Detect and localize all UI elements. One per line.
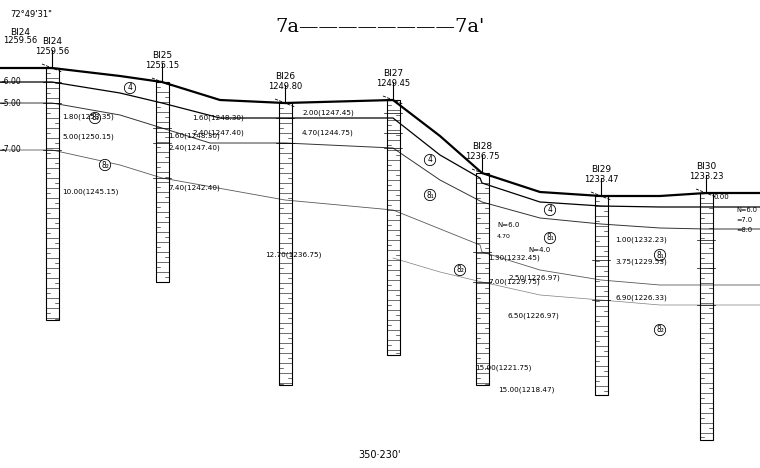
Text: =7.0: =7.0 [736,217,752,223]
Bar [476,173,489,385]
Bar [46,68,59,320]
Text: N=6.0: N=6.0 [497,222,519,228]
Text: 3.75(1229.53): 3.75(1229.53) [615,259,667,265]
Text: -6.00: -6.00 [2,78,22,87]
Text: 2.00(1247.45): 2.00(1247.45) [302,110,353,116]
Bar [699,193,713,440]
Text: 1255.15: 1255.15 [145,61,179,70]
Text: BI27: BI27 [383,69,403,78]
Bar [594,196,607,395]
Text: 1.00(1232.23): 1.00(1232.23) [615,237,667,243]
Text: 2.50(1226.97): 2.50(1226.97) [508,275,560,281]
Text: 7.00(1229.75): 7.00(1229.75) [488,279,540,285]
Text: 8₂: 8₂ [656,326,664,335]
Text: 8₁: 8₁ [656,250,664,259]
Text: 4: 4 [428,155,432,164]
Text: 8₁: 8₁ [546,234,554,242]
Bar [156,82,169,282]
Text: -5.00: -5.00 [2,98,22,108]
Bar [278,103,292,385]
Text: 72°49'31": 72°49'31" [10,10,52,19]
Text: 1249.45: 1249.45 [376,79,410,88]
Text: 10.00(1245.15): 10.00(1245.15) [62,189,119,195]
Text: 8₂: 8₂ [456,265,464,275]
Text: 1.30(1232.45): 1.30(1232.45) [488,255,540,261]
Text: 15.00(1221.75): 15.00(1221.75) [475,365,531,371]
Text: 7a————————7a': 7a————————7a' [275,18,485,36]
Text: 4.70: 4.70 [497,234,511,240]
Text: BI30: BI30 [696,162,716,171]
Text: BI29: BI29 [591,165,611,174]
Text: =8.0: =8.0 [736,227,752,233]
Text: 7.40(1242.40): 7.40(1242.40) [168,185,220,191]
Text: 1.60(1248.30): 1.60(1248.30) [192,115,244,121]
Text: 2.40(1247.40): 2.40(1247.40) [168,145,220,151]
Text: 8₁: 8₁ [426,190,434,199]
Text: BI24: BI24 [10,28,30,37]
Text: 15.00(1218.47): 15.00(1218.47) [498,387,554,393]
Text: 12.70(1236.75): 12.70(1236.75) [265,252,321,258]
Text: 6.90(1226.33): 6.90(1226.33) [615,295,667,301]
Text: 2.40(1247.40): 2.40(1247.40) [192,130,244,136]
Text: N=6.0: N=6.0 [736,207,757,213]
Text: N=4.0: N=4.0 [528,247,550,253]
Text: BI26: BI26 [275,72,295,81]
Text: 1.80(1253.35): 1.80(1253.35) [62,114,114,120]
Text: 4: 4 [547,205,553,214]
Text: BI28: BI28 [472,142,492,151]
Text: 350·230': 350·230' [359,450,401,460]
Text: -7.00: -7.00 [2,146,22,154]
Text: 1233.23: 1233.23 [689,172,724,181]
Text: 8₁: 8₁ [91,114,99,123]
Text: BI25: BI25 [152,51,172,60]
Bar [387,100,400,355]
Text: 1236.75: 1236.75 [465,152,499,161]
Text: 8₂: 8₂ [101,161,109,169]
Text: 6.50(1226.97): 6.50(1226.97) [508,313,560,319]
Text: 1259.56: 1259.56 [3,36,37,45]
Text: BI24: BI24 [42,37,62,46]
Text: 1259.56: 1259.56 [35,47,69,56]
Text: 4: 4 [128,83,132,93]
Text: 5.00(1250.15): 5.00(1250.15) [62,134,114,140]
Text: 1233.47: 1233.47 [584,175,618,184]
Text: 4.70(1244.75): 4.70(1244.75) [302,130,353,136]
Text: 1.60(1248.30): 1.60(1248.30) [168,133,220,139]
Text: 1249.80: 1249.80 [268,82,302,91]
Text: 0.00: 0.00 [714,194,730,200]
